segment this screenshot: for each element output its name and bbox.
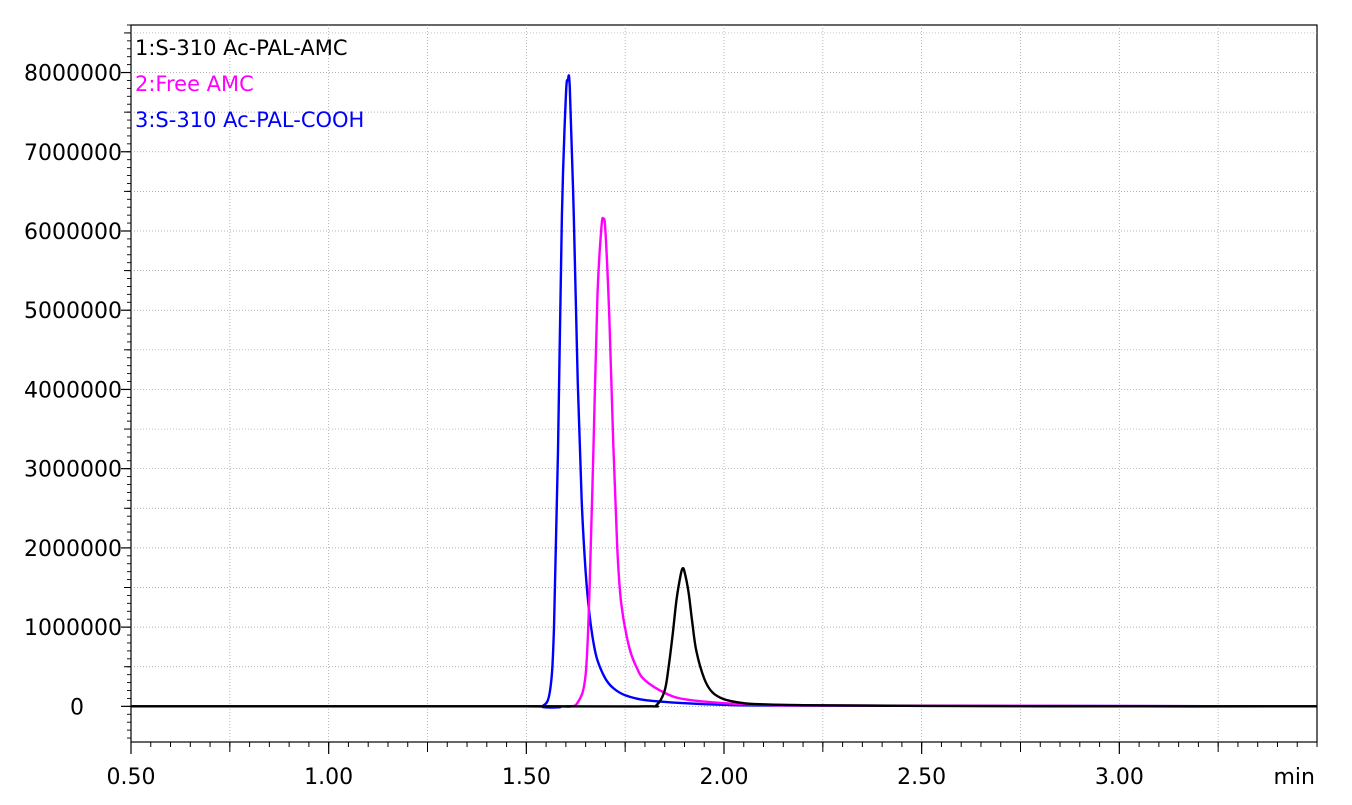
x-tick-label: 0.50 bbox=[107, 765, 156, 790]
legend-entry-3: 3:S-310 Ac-PAL-COOH bbox=[135, 108, 364, 132]
y-tick-label: 0 bbox=[70, 695, 84, 720]
legend-entry-1: 1:S-310 Ac-PAL-AMC bbox=[135, 36, 348, 60]
series-line-1 bbox=[131, 566, 1318, 708]
series-line-3 bbox=[131, 74, 1318, 709]
x-tick-label: 3.00 bbox=[1095, 765, 1144, 790]
x-tick-label: 1.50 bbox=[502, 765, 551, 790]
y-tick-label: 5000000 bbox=[24, 299, 122, 324]
legend-entry-2: 2:Free AMC bbox=[135, 72, 254, 96]
x-tick-label: 2.50 bbox=[897, 765, 946, 790]
x-unit-label: min bbox=[1274, 765, 1316, 790]
y-tick-label: 3000000 bbox=[24, 458, 122, 483]
y-tick-label: 1000000 bbox=[24, 616, 122, 641]
y-tick-label: 7000000 bbox=[24, 141, 122, 166]
y-tick-label: 4000000 bbox=[24, 378, 122, 403]
x-tick-label: 1.00 bbox=[304, 765, 353, 790]
series-line-2 bbox=[131, 216, 1318, 708]
y-tick-label: 6000000 bbox=[24, 220, 122, 245]
x-tick-label: 2.00 bbox=[700, 765, 749, 790]
y-tick-label: 2000000 bbox=[24, 537, 122, 562]
y-tick-label: 8000000 bbox=[24, 62, 122, 87]
